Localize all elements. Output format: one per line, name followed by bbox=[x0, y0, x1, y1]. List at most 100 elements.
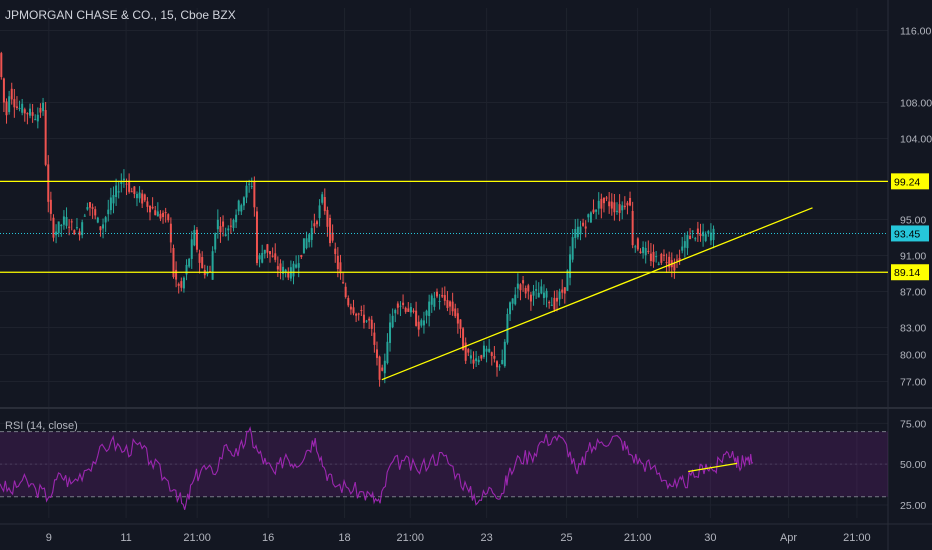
price-trendline[interactable] bbox=[381, 207, 813, 381]
candle-body bbox=[662, 254, 665, 256]
candle-body bbox=[485, 348, 488, 352]
candle-body bbox=[678, 257, 681, 261]
candle-body bbox=[109, 197, 112, 211]
candle-body bbox=[415, 310, 418, 326]
candle-body bbox=[339, 262, 342, 274]
price-label-text: 89.14 bbox=[894, 267, 920, 279]
candle-body bbox=[621, 205, 624, 211]
candle-body bbox=[151, 206, 154, 209]
candle-body bbox=[629, 197, 632, 206]
candle-body bbox=[516, 283, 519, 289]
candle-body bbox=[284, 269, 287, 273]
candle-body bbox=[357, 313, 360, 315]
candle-body bbox=[649, 253, 652, 262]
candle-body bbox=[467, 349, 470, 353]
candle-body bbox=[472, 359, 475, 364]
candle-body bbox=[182, 277, 185, 289]
candle-body bbox=[28, 108, 31, 116]
candle-body bbox=[683, 241, 686, 248]
rsi-line bbox=[0, 426, 754, 510]
candle-body bbox=[219, 226, 222, 233]
candle-body bbox=[548, 302, 551, 304]
candle-body bbox=[130, 191, 133, 193]
candle-body bbox=[524, 287, 527, 294]
candle-body bbox=[300, 255, 303, 258]
candle-body bbox=[634, 246, 637, 248]
candle-body bbox=[399, 305, 402, 307]
candle-body bbox=[112, 194, 115, 204]
candle-body bbox=[269, 251, 272, 255]
candle-body bbox=[498, 366, 501, 368]
candle-body bbox=[146, 201, 149, 207]
rsi-trendline[interactable] bbox=[688, 462, 738, 473]
price-tick-label: 80.00 bbox=[900, 350, 926, 362]
candle-body bbox=[295, 264, 298, 268]
candle-body bbox=[699, 233, 702, 236]
candle-body bbox=[438, 301, 441, 303]
candle-body bbox=[302, 238, 305, 254]
candle-body bbox=[279, 263, 282, 271]
price-tick-label: 116.00 bbox=[900, 26, 931, 38]
candle-body bbox=[282, 266, 285, 274]
candle-body bbox=[154, 210, 157, 216]
candle-body bbox=[561, 289, 564, 293]
candle-body bbox=[412, 310, 415, 312]
candle-body bbox=[584, 226, 587, 229]
candle-body bbox=[430, 295, 433, 305]
candle-body bbox=[454, 308, 457, 317]
candle-body bbox=[396, 303, 399, 308]
candle-body bbox=[214, 233, 217, 250]
candle-body bbox=[712, 228, 715, 241]
candle-body bbox=[587, 214, 590, 218]
candle-body bbox=[373, 332, 376, 345]
candle-body bbox=[449, 301, 452, 307]
candle-body bbox=[597, 200, 600, 209]
candle-body bbox=[511, 298, 514, 304]
candle-body bbox=[579, 226, 582, 235]
candle-body bbox=[503, 341, 506, 367]
candle-body bbox=[297, 263, 300, 268]
candle-body bbox=[232, 219, 235, 228]
candle-body bbox=[673, 263, 676, 271]
candle-body bbox=[420, 320, 423, 326]
candle-body bbox=[623, 205, 626, 208]
candle-body bbox=[342, 282, 345, 284]
candle-body bbox=[616, 210, 619, 212]
candle-body bbox=[326, 209, 329, 227]
candle-body bbox=[331, 232, 334, 241]
candle-body bbox=[237, 200, 240, 212]
candle-body bbox=[644, 247, 647, 256]
candle-body bbox=[574, 229, 577, 239]
candle-body bbox=[21, 103, 24, 113]
candle-body bbox=[91, 207, 94, 209]
time-tick-label: 18 bbox=[338, 532, 350, 544]
candle-body bbox=[318, 205, 321, 219]
candle-body bbox=[639, 251, 642, 254]
candle-body bbox=[310, 228, 313, 240]
candle-body bbox=[253, 181, 256, 208]
candle-body bbox=[370, 319, 373, 329]
price-label-badge bbox=[891, 225, 929, 242]
candle-body bbox=[535, 289, 538, 291]
candle-body bbox=[537, 292, 540, 298]
candle-body bbox=[605, 197, 608, 199]
candle-body bbox=[195, 229, 198, 250]
candle-body bbox=[600, 198, 603, 209]
candle-body bbox=[240, 205, 243, 212]
candle-body bbox=[115, 185, 118, 197]
rsi-tick-label: 50.00 bbox=[900, 459, 926, 471]
candle-body bbox=[133, 186, 136, 194]
candle-body bbox=[271, 255, 274, 257]
candle-body bbox=[164, 212, 167, 214]
candle-body bbox=[681, 246, 684, 251]
candle-body bbox=[475, 358, 478, 362]
candle-body bbox=[456, 313, 459, 324]
candle-body bbox=[78, 231, 81, 236]
candle-body bbox=[707, 231, 710, 234]
candle-body bbox=[266, 244, 269, 253]
candle-body bbox=[506, 314, 509, 343]
candle-body bbox=[631, 210, 634, 246]
candle-body bbox=[122, 178, 125, 181]
candle-body bbox=[172, 248, 175, 278]
